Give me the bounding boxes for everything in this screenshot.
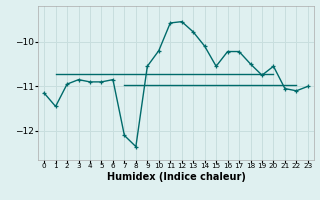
X-axis label: Humidex (Indice chaleur): Humidex (Indice chaleur) xyxy=(107,172,245,182)
